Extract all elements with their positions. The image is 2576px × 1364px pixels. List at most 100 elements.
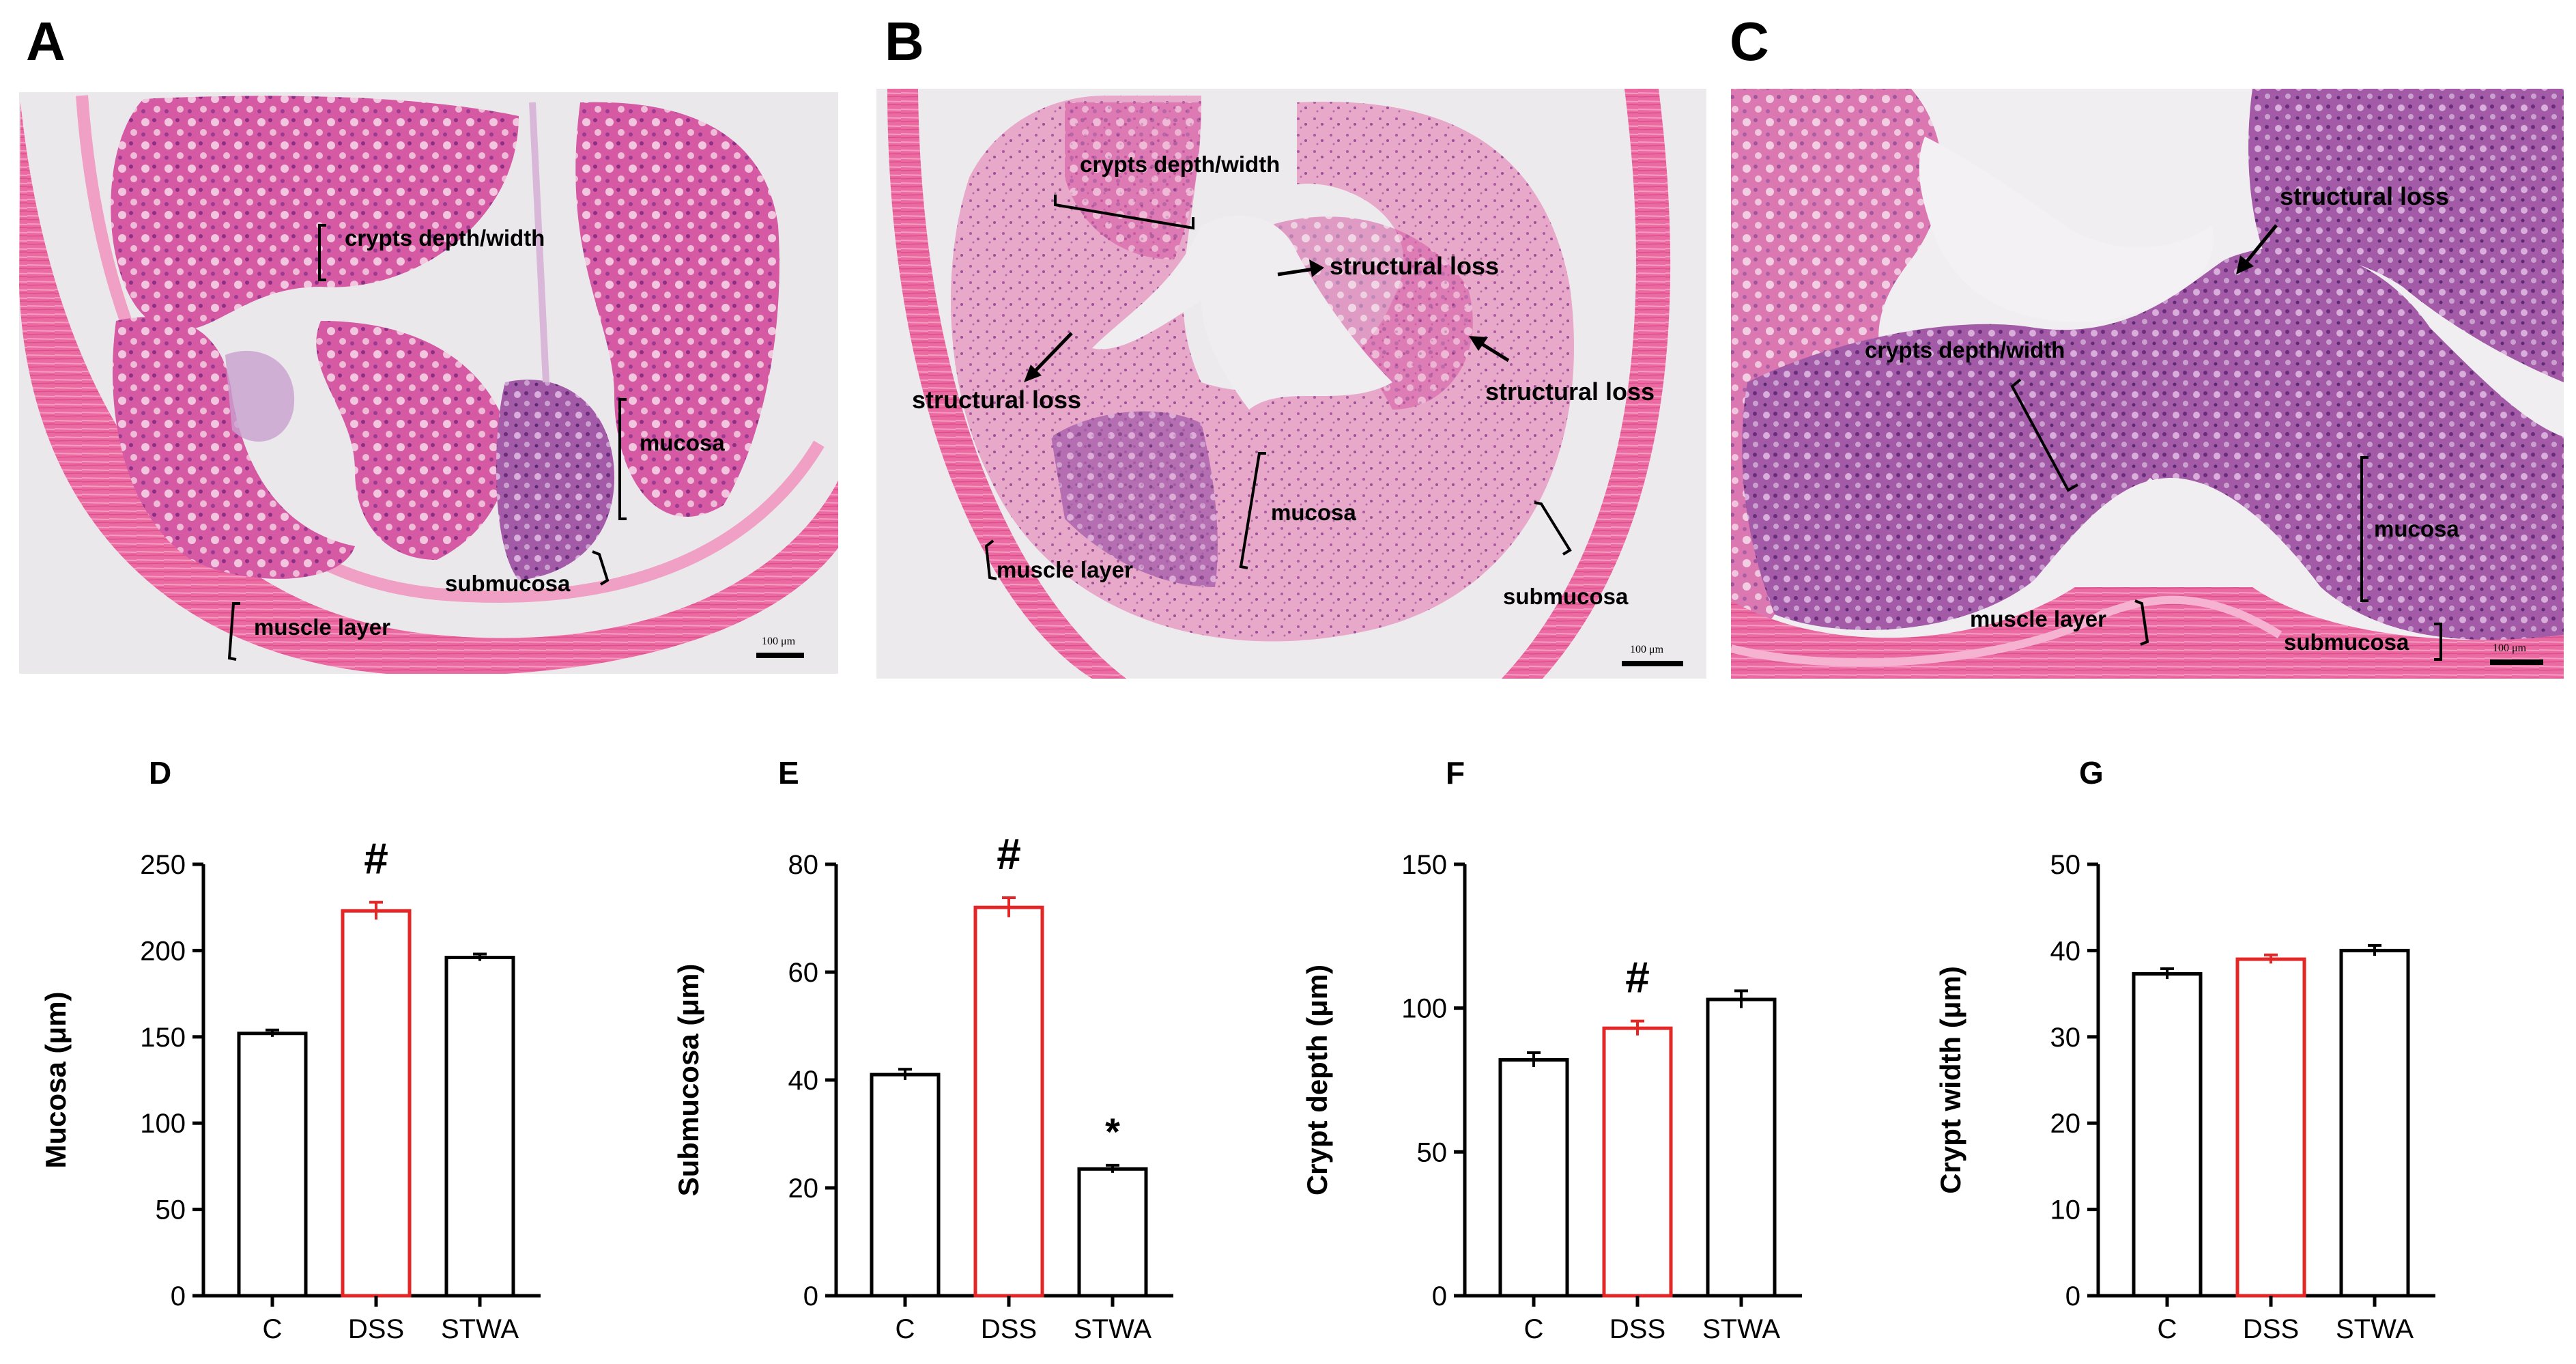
- label-muscle-c: muscle layer: [1970, 606, 2106, 631]
- label-structural-loss-b2: structural loss: [912, 386, 1081, 414]
- y-tick-label: 80: [788, 850, 819, 880]
- bar-c: [2132, 972, 2203, 1298]
- y-tick-label: 0: [171, 1281, 186, 1311]
- x-tick-label: STWA: [441, 1314, 519, 1344]
- arrowhead-b1: [1309, 259, 1324, 277]
- x-tick-label: DSS: [981, 1314, 1037, 1344]
- arrow-b2: [1033, 332, 1073, 373]
- bar-stwa: [1706, 997, 1777, 1298]
- label-mucosa-c: mucosa: [2374, 516, 2459, 541]
- y-tick-label: 150: [140, 1023, 186, 1053]
- label-submucosa-c: submucosa: [2284, 629, 2409, 655]
- bracket-mucosa-a: [618, 398, 627, 520]
- y-tick-label: 250: [140, 850, 186, 880]
- y-tick-label: 50: [2050, 850, 2081, 880]
- y-tick-label: 50: [156, 1195, 186, 1225]
- tissue-image-a: [19, 92, 838, 674]
- arrowhead-b2: [1024, 365, 1042, 382]
- arrowhead-c1: [2236, 255, 2254, 274]
- panel-letter-a: A: [26, 11, 66, 72]
- y-tick-label: 50: [1417, 1137, 1448, 1167]
- label-submucosa-a: submucosa: [445, 571, 571, 596]
- label-crypts-c: crypts depth/width: [1865, 337, 2065, 363]
- y-tick-label: 100: [140, 1109, 186, 1139]
- panel-letter: G: [2079, 755, 2104, 791]
- y-tick-label: 40: [788, 1066, 819, 1096]
- bar-c: [237, 1032, 308, 1298]
- bar-c: [1498, 1058, 1569, 1298]
- chart-e: E 0 20 40 60 80 Submucosa (μm) C DSS # STWA *: [672, 755, 1173, 1344]
- significance-mark: *: [1105, 1110, 1120, 1153]
- y-tick-label: 0: [1432, 1281, 1447, 1311]
- bracket-muscle-c: [2134, 599, 2149, 646]
- arrow-b3: [1478, 341, 1510, 363]
- bracket-submucosa-c: [2434, 623, 2442, 661]
- y-tick-label: 150: [1401, 850, 1447, 880]
- y-tick-label: 0: [2065, 1281, 2080, 1311]
- chart-f: F 0 50 100 150 Crypt depth (μm) C DSS # STWA: [1301, 755, 1802, 1344]
- x-tick-label: STWA: [2336, 1314, 2414, 1344]
- chart-g: G 0 10 20 30 40 50 Crypt width (μm) C DSS STWA: [1934, 755, 2435, 1344]
- significance-mark: #: [1625, 953, 1650, 1002]
- y-tick-label: 20: [2050, 1109, 2081, 1139]
- bar-c: [870, 1072, 941, 1298]
- y-axis-label: Mucosa (μm): [40, 991, 72, 1168]
- tissue-image-b: [876, 89, 1706, 679]
- x-tick-label: C: [1524, 1314, 1544, 1344]
- y-axis-label: Crypt width (μm): [1934, 966, 1966, 1194]
- label-submucosa-b: submucosa: [1503, 584, 1629, 609]
- y-tick-label: 200: [140, 936, 186, 966]
- label-muscle-b: muscle layer: [997, 557, 1133, 582]
- micrograph-a: A crypts depth/width mucosa submucosa mu…: [19, 11, 838, 674]
- x-tick-label: C: [263, 1314, 283, 1344]
- bracket-submucosa-b: [1534, 501, 1572, 556]
- x-tick-label: DSS: [1609, 1314, 1665, 1344]
- x-tick-label: C: [896, 1314, 915, 1344]
- scale-label-a: 100 μm: [762, 636, 796, 647]
- micrograph-c: C structural loss crypts depth/width muc…: [1730, 11, 2564, 679]
- label-structural-loss-b3: structural loss: [1485, 378, 1655, 406]
- arrowhead-b3: [1469, 336, 1488, 351]
- label-structural-loss-c: structural loss: [2280, 182, 2449, 210]
- y-tick-label: 40: [2050, 936, 2081, 966]
- x-tick-label: STWA: [1702, 1314, 1780, 1344]
- bar-dss: [2235, 957, 2306, 1298]
- label-structural-loss-b1: structural loss: [1330, 252, 1499, 280]
- micrograph-b: B crypts depth/width structural loss str…: [876, 11, 1706, 679]
- label-muscle-a: muscle layer: [254, 614, 390, 640]
- significance-mark: #: [364, 834, 388, 883]
- bar-dss: [973, 905, 1044, 1298]
- x-tick-label: DSS: [2243, 1314, 2299, 1344]
- bracket-mucosa-b: [1239, 452, 1266, 569]
- y-tick-label: 30: [2050, 1023, 2081, 1053]
- y-tick-label: 10: [2050, 1195, 2081, 1225]
- bar-dss: [1602, 1026, 1673, 1298]
- arrow-c1: [2244, 224, 2278, 264]
- bracket-muscle-a: [227, 602, 240, 661]
- x-tick-label: DSS: [348, 1314, 404, 1344]
- bar-stwa: [1077, 1167, 1148, 1298]
- bracket-crypts-b: [1054, 195, 1194, 230]
- label-mucosa-b: mucosa: [1271, 500, 1356, 525]
- bar-stwa: [2339, 948, 2410, 1298]
- bar-dss: [341, 909, 412, 1298]
- bracket-submucosa-a: [592, 550, 610, 586]
- bar-stwa: [444, 956, 515, 1298]
- y-tick-label: 20: [788, 1174, 819, 1204]
- bracket-muscle-b: [984, 539, 997, 580]
- arrow-b1: [1277, 267, 1315, 276]
- x-tick-label: STWA: [1074, 1314, 1151, 1344]
- y-tick-label: 100: [1401, 994, 1447, 1024]
- bracket-crypts-c: [2010, 378, 2078, 492]
- panel-letter: E: [778, 755, 799, 791]
- y-tick-label: 60: [788, 958, 819, 988]
- panel-letter-b: B: [885, 11, 924, 72]
- panel-letter-c: C: [1730, 11, 1769, 72]
- panel-letter: D: [149, 755, 171, 791]
- y-tick-label: 0: [803, 1281, 818, 1311]
- label-crypts-b: crypts depth/width: [1080, 152, 1280, 177]
- tissue-image-c: [1731, 89, 2564, 679]
- significance-mark: #: [997, 829, 1021, 879]
